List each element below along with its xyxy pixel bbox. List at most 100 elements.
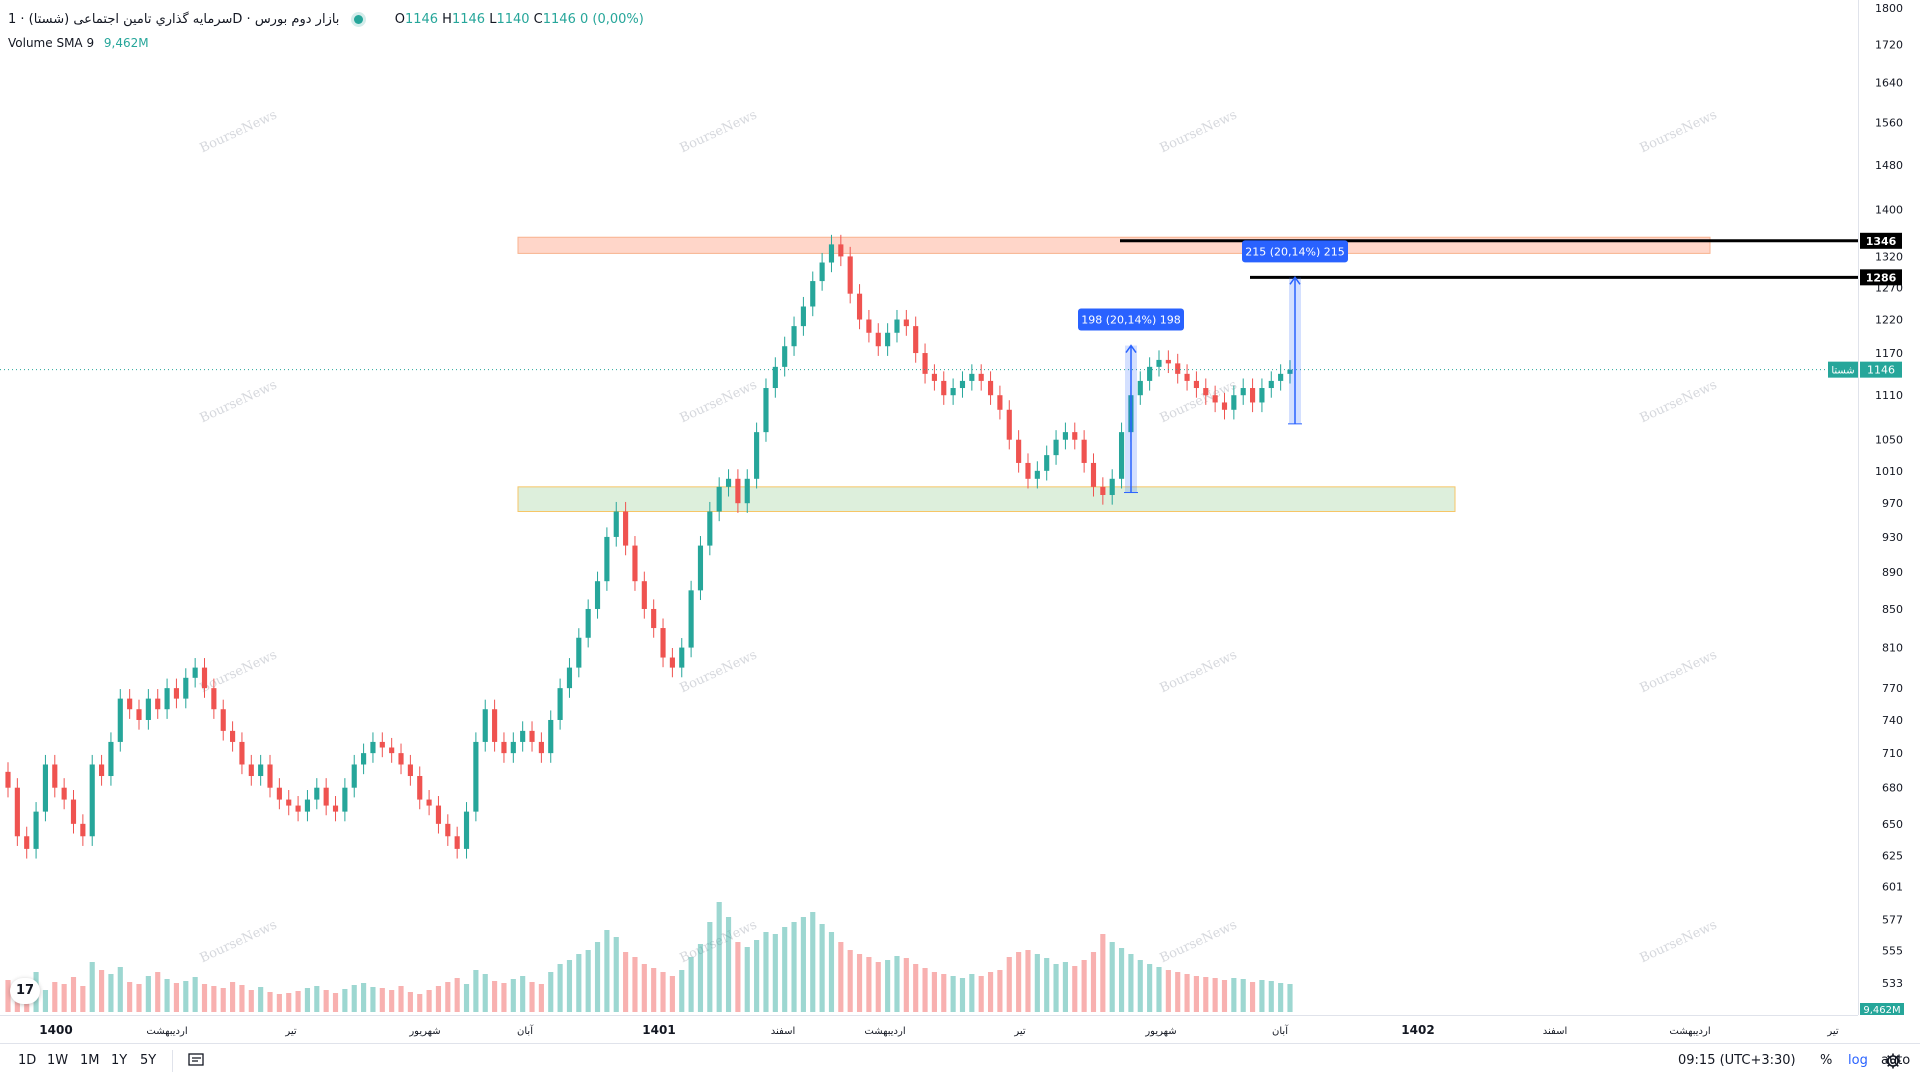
- candle-body: [772, 366, 778, 389]
- candle-body: [688, 590, 694, 648]
- candle-body: [819, 262, 825, 282]
- candle-body: [192, 667, 198, 678]
- candle-body: [735, 478, 741, 504]
- volume-bar: [903, 958, 909, 1012]
- volume-bar: [1090, 952, 1097, 1012]
- candle-body: [782, 346, 788, 367]
- last-price-tag: [1860, 361, 1902, 378]
- time-axis-scale[interactable]: 1400 اردیبهشت تیر شهریور آبان 1401 اسفند اردیبه…: [0, 1016, 1858, 1044]
- time-tick-label: اسفند: [771, 1026, 795, 1037]
- volume-bar: [791, 922, 797, 1012]
- candle-body: [847, 256, 853, 294]
- candle-body: [594, 581, 601, 609]
- measure-label-box: [1078, 308, 1184, 331]
- price-tick-label: 1720: [1875, 38, 1903, 51]
- candle-body: [211, 688, 217, 710]
- candle-body: [1193, 380, 1199, 389]
- candle-body: [1147, 366, 1153, 381]
- price-tick-label: 601: [1882, 881, 1903, 894]
- price-tick-label: 1560: [1875, 117, 1903, 130]
- chart-area[interactable]: BourseNews BourseNews BourseNews BourseNews…: [0, 0, 1858, 1015]
- candle-body: [1109, 478, 1115, 495]
- price-tick-label: 1480: [1875, 159, 1903, 172]
- timeframe-1y-button[interactable]: 1Y: [111, 1053, 128, 1068]
- candle-body: [1006, 409, 1012, 440]
- price-tick-label: 1010: [1875, 465, 1903, 478]
- price-axis[interactable]: 1800 1720 1640 1560 1480 1400 1320 1270 1220 1170…: [1858, 0, 1920, 1022]
- volume-bar: [445, 982, 451, 1012]
- volume-bar: [267, 992, 273, 1012]
- symbol-title[interactable]: سرمایه گذاري تامین اجتماعی (شستا) · 1D ·…: [8, 12, 340, 27]
- measure-arrow-head: [1289, 276, 1301, 285]
- volume-bar: [454, 978, 460, 1012]
- candle-body: [1156, 359, 1162, 367]
- tradingview-logo-icon[interactable]: 17: [10, 978, 40, 1004]
- candle-body: [342, 787, 348, 812]
- volume-bar: [183, 981, 189, 1012]
- candle-body: [5, 771, 11, 788]
- time-axis[interactable]: 1400 اردیبهشت تیر شهریور آبان 1401 اسفند اردیبه…: [0, 1015, 1858, 1044]
- price-chart[interactable]: BourseNews BourseNews BourseNews BourseNews…: [0, 0, 1858, 1015]
- candle-body: [1090, 462, 1097, 487]
- volume-bar: [1109, 942, 1115, 1012]
- gear-hub: [1890, 1058, 1896, 1064]
- volume-bar: [1278, 983, 1284, 1012]
- candle-body: [716, 486, 722, 512]
- volume-label: Volume SMA 9: [8, 36, 95, 50]
- volume-bar: [304, 988, 311, 1012]
- candle-body: [117, 698, 123, 742]
- volume-bar: [70, 977, 77, 1012]
- candle-body: [529, 730, 535, 742]
- volume-bar: [613, 937, 619, 1012]
- price-axis-scale[interactable]: 1800172016401560148014001320127012201170…: [1859, 0, 1920, 1022]
- candle-body: [987, 380, 994, 396]
- volume-bar: [1016, 952, 1022, 1012]
- volume-bar: [697, 944, 704, 1012]
- candle-body: [623, 511, 629, 546]
- volume-bar: [5, 980, 11, 1012]
- volume-value-tag: [1860, 1003, 1904, 1017]
- candle-body: [435, 805, 442, 824]
- percent-scale-button[interactable]: %: [1820, 1053, 1833, 1068]
- candle-body: [1118, 432, 1125, 479]
- volume-value: 9,462M: [103, 36, 149, 50]
- volume-bar: [501, 983, 507, 1012]
- price-tick-label: 1800: [1875, 2, 1903, 15]
- candle-body: [445, 823, 451, 837]
- candle-body: [725, 478, 732, 487]
- candle-body: [295, 805, 301, 812]
- log-scale-button[interactable]: log: [1848, 1053, 1868, 1068]
- compare-icon[interactable]: [188, 1052, 206, 1068]
- timeframe-1w-button[interactable]: 1W: [47, 1053, 69, 1068]
- candle-body: [866, 319, 872, 333]
- timeframe-5y-button[interactable]: 5Y: [140, 1053, 157, 1068]
- volume-bar: [987, 972, 994, 1012]
- volume-bar: [810, 912, 816, 1012]
- volume-bar: [1081, 960, 1087, 1012]
- volume-bar: [604, 930, 610, 1012]
- candle-body: [669, 657, 675, 668]
- volume-bar: [1287, 984, 1293, 1012]
- candle-body: [89, 764, 95, 837]
- candle-body: [538, 741, 544, 754]
- volume-bar: [201, 984, 208, 1012]
- timeframe-1m-button[interactable]: 1M: [80, 1053, 100, 1068]
- candle-body: [613, 511, 619, 537]
- candle-body: [463, 811, 470, 849]
- gear-icon[interactable]: [1884, 1052, 1902, 1070]
- volume-bar: [211, 986, 217, 1012]
- timeframe-1d-button[interactable]: 1D: [18, 1053, 37, 1068]
- volume-bar: [417, 994, 423, 1012]
- volume-bar: [230, 982, 236, 1012]
- clock-timezone[interactable]: 09:15 (UTC+3:30): [1678, 1053, 1796, 1068]
- volume-bar: [145, 976, 151, 1012]
- market-status-icon: [353, 15, 363, 24]
- volume-bar: [669, 976, 675, 1012]
- volume-bar: [155, 972, 161, 1012]
- time-tick-label: اردیبهشت: [146, 1026, 187, 1037]
- volume-value-tag-label: 9,462M: [1863, 1005, 1900, 1015]
- price-tick-label: 770: [1882, 682, 1903, 695]
- volume-legend[interactable]: Volume SMA 9 9,462M: [8, 33, 644, 53]
- volume-bar: [772, 934, 778, 1012]
- candle-body: [99, 764, 105, 777]
